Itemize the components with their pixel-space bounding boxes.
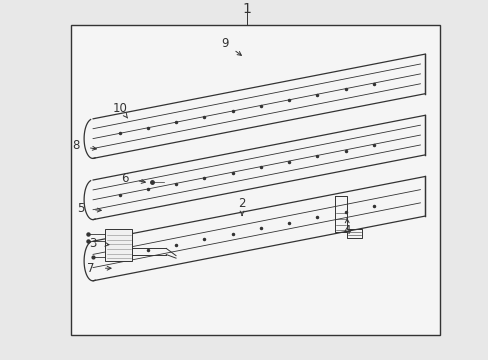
Text: 3: 3 xyxy=(89,237,97,249)
Text: 9: 9 xyxy=(221,37,228,50)
Text: 6: 6 xyxy=(121,172,128,185)
Text: 8: 8 xyxy=(72,139,80,152)
Text: 4: 4 xyxy=(343,224,350,237)
Text: 1: 1 xyxy=(242,2,251,16)
Text: 2: 2 xyxy=(238,197,245,210)
Bar xyxy=(105,229,132,261)
Text: 10: 10 xyxy=(112,102,127,114)
Text: 7: 7 xyxy=(86,262,94,275)
Text: 5: 5 xyxy=(77,202,84,215)
Bar xyxy=(71,25,439,335)
